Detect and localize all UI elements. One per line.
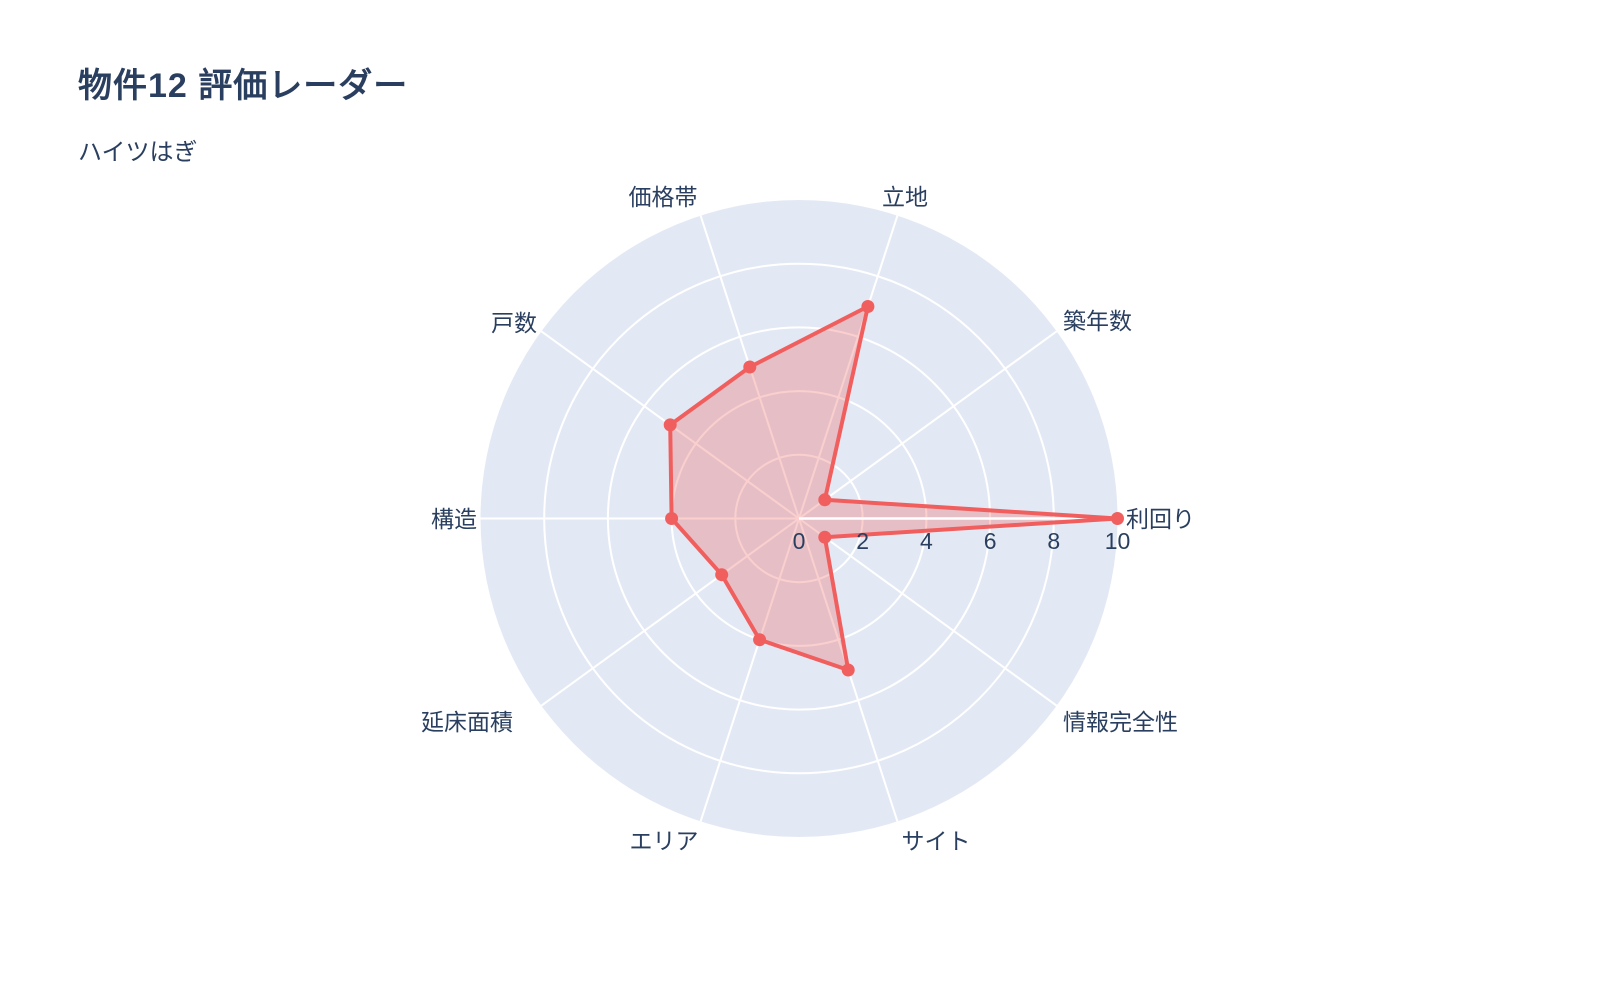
radial-tick-label-4: 4 (920, 528, 933, 554)
category-label-0: 利回り (1126, 506, 1195, 532)
radial-tick-label-8: 8 (1047, 528, 1060, 554)
category-label-8: サイト (902, 828, 971, 854)
angular-grid-line (699, 518, 800, 822)
category-label-6: 延床面積 (421, 709, 513, 735)
category-label-1: 築年数 (1063, 308, 1132, 334)
radial-tick-label-6: 6 (984, 528, 997, 554)
data-point-4[interactable] (663, 418, 677, 432)
category-label-2: 立地 (882, 184, 928, 210)
data-point-2[interactable] (861, 300, 875, 313)
category-label-5: 構造 (431, 506, 477, 532)
data-point-8[interactable] (841, 663, 855, 677)
chart-subtitle: ハイツはぎ (78, 139, 198, 166)
chart-title: 物件12 評価レーダー (78, 67, 409, 105)
category-label-7: エリア (630, 828, 699, 854)
radial-tick-label-10: 10 (1105, 528, 1131, 554)
radial-tick-label-2: 2 (856, 528, 869, 554)
data-point-3[interactable] (743, 360, 757, 374)
radar-series-fill (670, 306, 1118, 670)
category-label-3: 価格帯 (629, 184, 698, 210)
angular-grid-line (540, 517, 800, 707)
data-point-5[interactable] (665, 512, 679, 525)
data-point-9[interactable] (818, 530, 832, 544)
category-label-9: 情報完全性 (1063, 709, 1178, 735)
data-point-0[interactable] (1111, 512, 1124, 525)
data-point-7[interactable] (753, 633, 767, 647)
data-point-6[interactable] (715, 568, 729, 582)
category-label-4: 戸数 (491, 310, 537, 336)
angular-grid-line (798, 330, 1058, 520)
angular-grid-line (798, 517, 1058, 707)
radial-tick-label-0: 0 (793, 528, 806, 554)
angular-grid-line (798, 215, 899, 519)
data-point-1[interactable] (818, 493, 832, 507)
